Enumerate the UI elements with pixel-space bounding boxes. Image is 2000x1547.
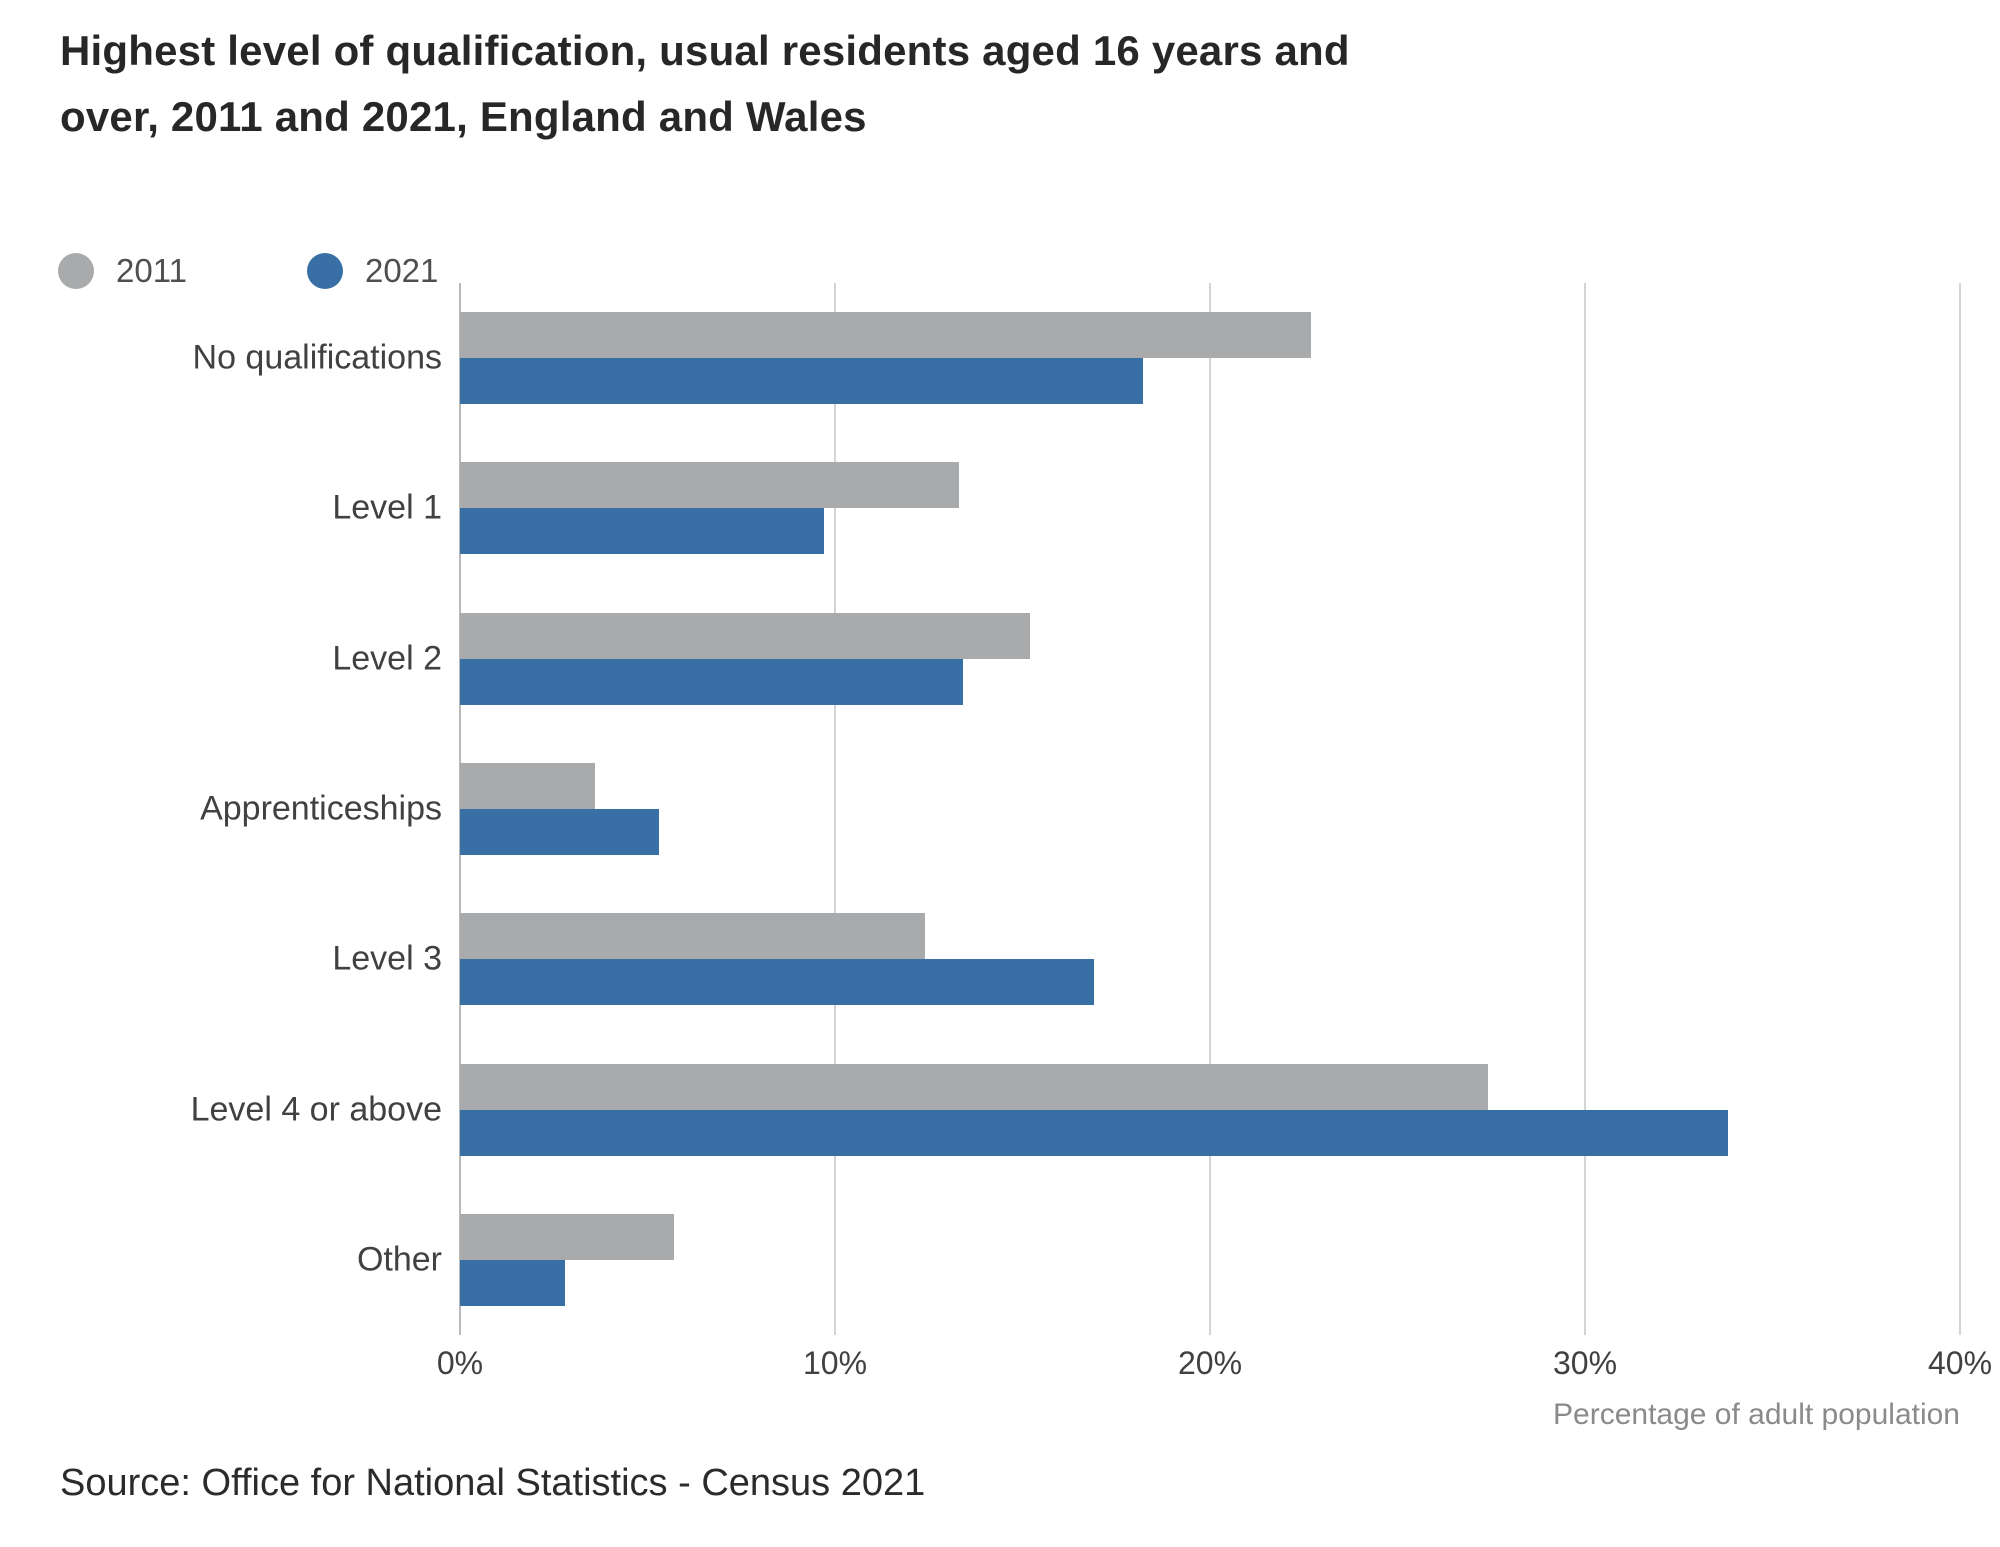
legend: 2011 2021 bbox=[58, 252, 438, 290]
bar-2021-level-2 bbox=[460, 658, 963, 705]
chart-title: Highest level of qualification, usual re… bbox=[60, 18, 1350, 150]
x-axis-tick: 40% bbox=[1927, 1345, 1993, 1381]
bar-2011-apprenticeships bbox=[460, 762, 595, 809]
bar-pair-level-4-or-above bbox=[460, 1063, 1960, 1156]
bar-pair-no-qualifications bbox=[460, 312, 1960, 405]
bar-2011-level-2 bbox=[460, 612, 1030, 659]
x-axis-tick: 30% bbox=[1552, 1345, 1618, 1381]
bar-2021-level-4-or-above bbox=[460, 1109, 1728, 1156]
bar-2021-level-1 bbox=[460, 508, 824, 555]
category-label-level-4-or-above: Level 4 or above bbox=[190, 1090, 442, 1129]
chart-title-line-1: Highest level of qualification, usual re… bbox=[60, 27, 1350, 74]
bar-rows: No qualifications Level 1 Level 2 Apprentic… bbox=[191, 283, 1960, 1335]
category-label-level-1: Level 1 bbox=[332, 488, 442, 527]
bar-2011-level-4-or-above bbox=[460, 1063, 1488, 1110]
bar-pair-level-1 bbox=[460, 462, 1960, 555]
gridline bbox=[1209, 283, 1211, 1335]
legend-label-2011: 2011 bbox=[116, 252, 187, 289]
x-axis-tick: 0% bbox=[436, 1345, 484, 1381]
bar-pair-level-2 bbox=[460, 612, 1960, 705]
bar-pair-level-3 bbox=[460, 913, 1960, 1006]
category-row-level-3: Level 3 bbox=[332, 884, 1960, 1034]
category-row-level-2: Level 2 bbox=[332, 584, 1960, 734]
x-axis-title: Percentage of adult population bbox=[1553, 1398, 1960, 1431]
chart-title-line-2: over, 2011 and 2021, England and Wales bbox=[60, 93, 867, 140]
bar-2021-apprenticeships bbox=[460, 808, 659, 855]
category-row-other: Other bbox=[357, 1185, 1960, 1335]
bar-2011-level-3 bbox=[460, 913, 925, 960]
legend-item-2011: 2011 bbox=[58, 252, 187, 290]
category-row-apprenticeships: Apprenticeships bbox=[200, 734, 1960, 884]
legend-swatch-2021-icon bbox=[306, 253, 343, 289]
x-axis-tick: 20% bbox=[1177, 1345, 1243, 1381]
category-label-apprenticeships: Apprenticeships bbox=[200, 789, 442, 828]
legend-item-2021: 2021 bbox=[306, 252, 439, 290]
bar-pair-other bbox=[460, 1213, 1960, 1306]
category-row-level-4-or-above: Level 4 or above bbox=[191, 1034, 1960, 1184]
bar-2011-other bbox=[460, 1213, 674, 1260]
legend-swatch-2011-icon bbox=[58, 253, 94, 289]
gridline bbox=[1584, 283, 1586, 1335]
bar-2021-no-qualifications bbox=[460, 358, 1143, 405]
category-label-level-2: Level 2 bbox=[332, 639, 442, 678]
bar-2021-level-3 bbox=[460, 959, 1094, 1006]
bar-pair-apprenticeships bbox=[460, 762, 1960, 855]
category-row-level-1: Level 1 bbox=[332, 433, 1960, 583]
source-note: Source: Office for National Statistics -… bbox=[60, 1462, 926, 1504]
gridline bbox=[834, 283, 836, 1335]
x-axis: 0% 10% 20% 30% 40% bbox=[437, 1345, 1992, 1387]
gridline bbox=[1959, 283, 1961, 1335]
category-label-other: Other bbox=[356, 1240, 442, 1279]
legend-label-2021: 2021 bbox=[364, 252, 439, 289]
bar-2011-no-qualifications bbox=[460, 312, 1312, 359]
bar-2011-level-1 bbox=[460, 462, 959, 509]
x-axis-tick: 10% bbox=[802, 1345, 868, 1381]
category-row-no-qualifications: No qualifications bbox=[193, 283, 1960, 433]
plot-area: No qualifications Level 1 Level 2 Apprentic… bbox=[191, 283, 1961, 1335]
category-label-no-qualifications: No qualifications bbox=[192, 338, 442, 377]
bar-2021-other bbox=[460, 1259, 565, 1306]
category-label-level-3: Level 3 bbox=[332, 939, 442, 978]
